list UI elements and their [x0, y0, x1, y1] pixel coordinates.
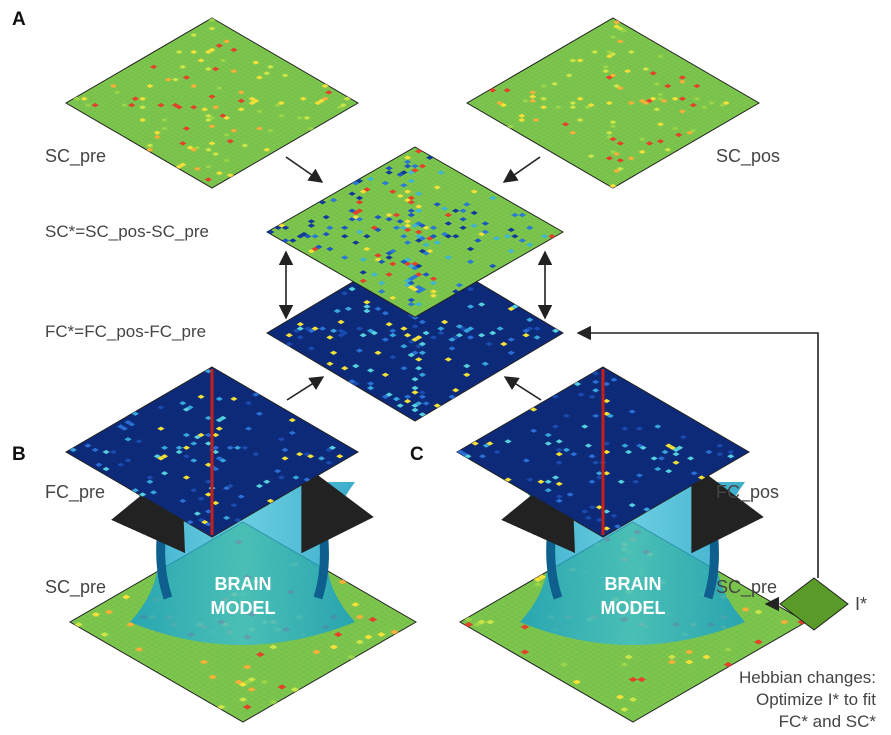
- sc-star-matrix: [265, 146, 565, 318]
- label-i-star: I*: [855, 594, 867, 614]
- brain-model-label-line1-c: BRAIN: [605, 574, 662, 594]
- sc-pre-matrix-top: [65, 17, 359, 189]
- label-sc-pos-top: SC_pos: [716, 146, 780, 167]
- label-sc-star: SC*=SC_pos-SC_pre: [45, 222, 209, 241]
- label-fc-star: FC*=FC_pos-FC_pre: [45, 322, 206, 341]
- panel-letter-a: A: [12, 9, 26, 30]
- brain-model-b: BRAIN MODEL: [111, 462, 374, 645]
- label-sc-pre-b: SC_pre: [45, 577, 106, 598]
- sc-pos-matrix-top: [466, 17, 760, 189]
- label-sc-pre-c: SC_pre: [716, 577, 777, 598]
- arrow-sc-pre-to-sc-star: [285, 156, 324, 183]
- brain-model-label-line1-b: BRAIN: [215, 574, 272, 594]
- fc-pos-matrix: [456, 366, 750, 538]
- arrow-fc-pos-to-fc-star: [503, 376, 542, 401]
- arrow-fc-pre-to-fc-star: [286, 376, 325, 401]
- note-line-3: FC* and SC*: [779, 712, 877, 731]
- label-sc-pre-top: SC_pre: [45, 146, 106, 167]
- brain-model-label-line2-b: MODEL: [211, 598, 276, 618]
- flow-arrow-right-b: [300, 462, 374, 600]
- brain-model-c: BRAIN MODEL: [501, 462, 764, 645]
- i-star-diamond: [779, 577, 849, 631]
- brain-model-label-line2-c: MODEL: [601, 598, 666, 618]
- arrow-sc-pos-to-sc-star: [502, 156, 541, 183]
- note-line-1: Hebbian changes:: [739, 668, 876, 687]
- note-line-2: Optimize I* to fit: [756, 690, 876, 709]
- flow-arrow-right-c: [690, 462, 764, 600]
- label-fc-pos: FC_pos: [716, 482, 779, 503]
- fc-pre-matrix: [65, 366, 359, 538]
- label-fc-pre: FC_pre: [45, 482, 105, 503]
- arrow-i-star-to-fc-star: [576, 325, 819, 578]
- panel-letter-c: C: [410, 444, 424, 465]
- panel-letter-b: B: [12, 444, 26, 465]
